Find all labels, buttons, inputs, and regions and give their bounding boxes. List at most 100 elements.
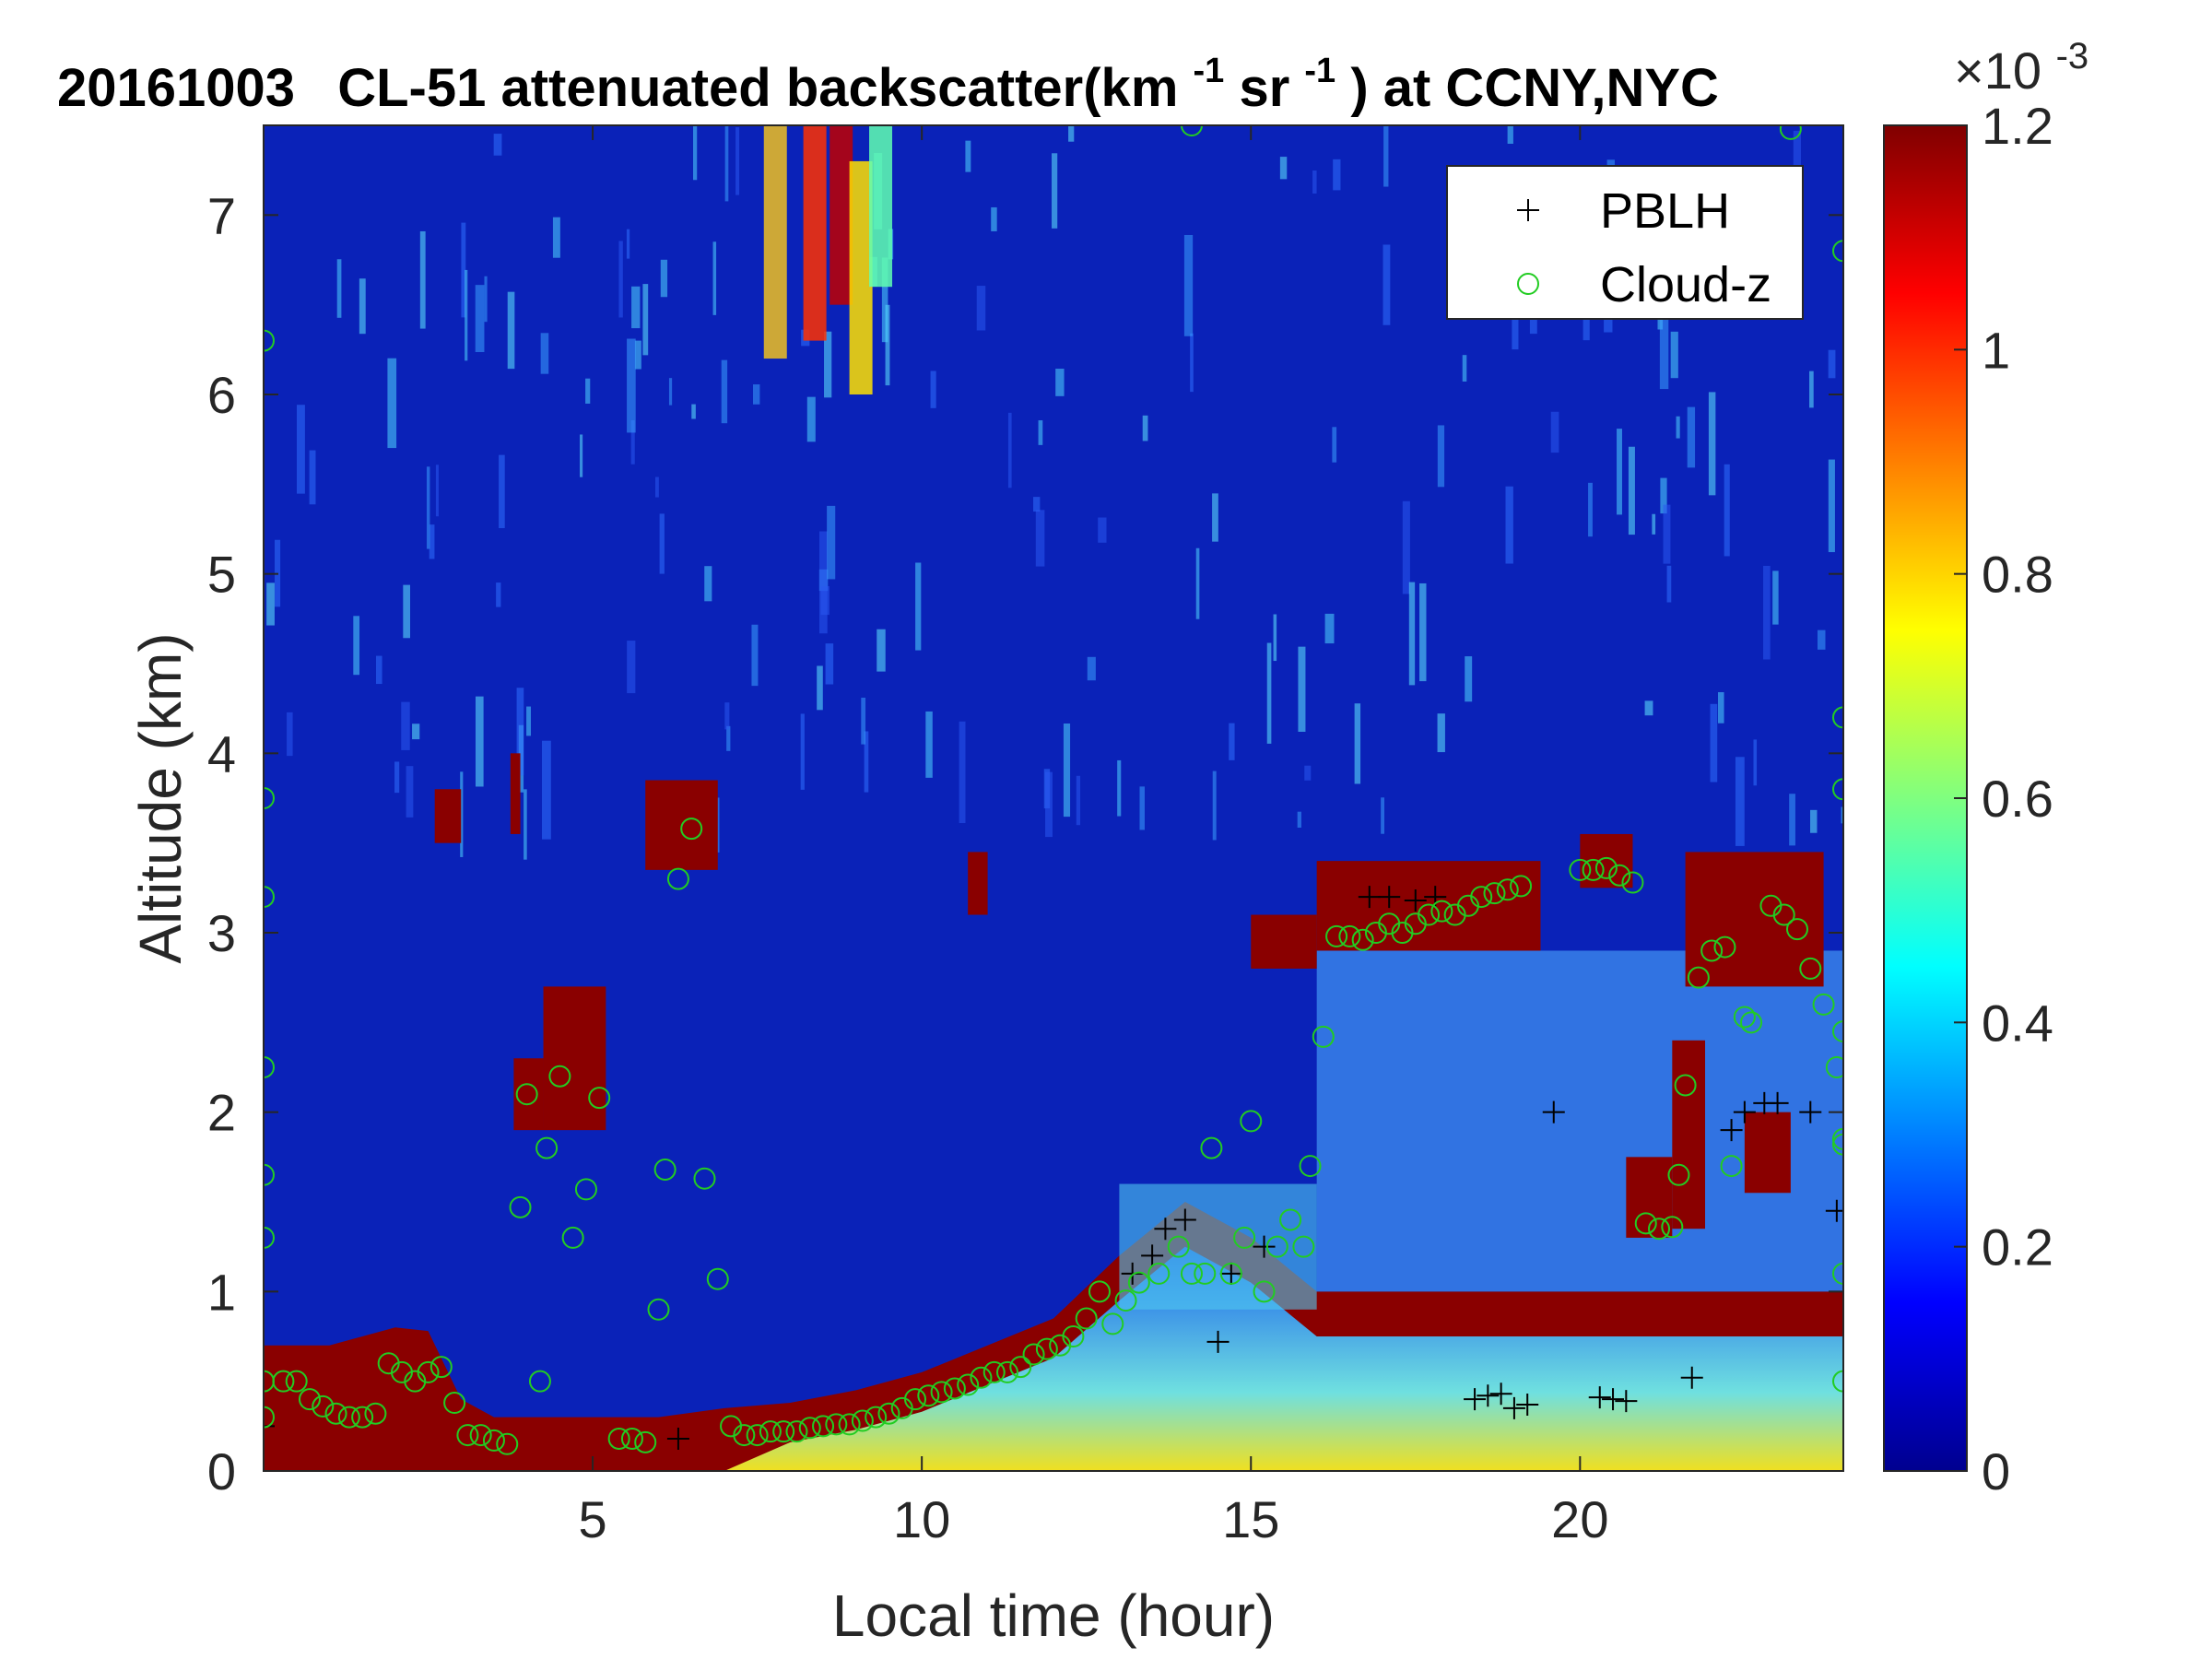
cloud-z-marker: [634, 1430, 657, 1453]
aerosol-streak: [1033, 497, 1041, 512]
cloud-z-marker: [1832, 706, 1843, 729]
aerosol-streak: [460, 771, 464, 857]
colorbar-tick-label: 0.2: [1982, 1218, 2053, 1277]
pblh-marker: [1489, 1382, 1512, 1406]
aerosol-streak: [1190, 333, 1194, 393]
cloud-z-marker: [561, 1226, 584, 1249]
cloud-z-marker: [1621, 871, 1644, 894]
aerosol-streak: [712, 241, 717, 315]
plot-area: [264, 125, 1843, 1471]
cloud-z-marker: [482, 1429, 505, 1452]
cloud-z-marker: [298, 1388, 321, 1411]
cloud-z-marker: [1194, 1262, 1217, 1285]
legend-box: [1446, 165, 1804, 320]
aerosol-streak: [1465, 656, 1473, 702]
pblh-marker: [1588, 1386, 1611, 1409]
aerosol-streak: [266, 582, 275, 626]
aerosol-streak: [484, 276, 488, 323]
aerosol-streak: [965, 140, 971, 172]
x-axis-label: Local time (hour): [832, 1583, 1275, 1649]
x-tick-label: 15: [1222, 1490, 1279, 1548]
x-tick-label: 5: [579, 1490, 607, 1548]
aerosol-streak: [1273, 614, 1277, 662]
aerosol-streak: [375, 655, 382, 685]
aerosol-streak: [627, 641, 636, 694]
cloud-z-marker: [272, 1370, 295, 1393]
aerosol-streak: [542, 740, 551, 840]
aerosol-streak: [827, 505, 836, 580]
cloud-z-marker: [943, 1377, 966, 1400]
aerosol-streak: [336, 259, 342, 318]
cloud-z-marker: [1700, 939, 1724, 962]
cloud-z-marker: [1292, 1235, 1315, 1258]
pblh-marker: [1799, 1100, 1822, 1124]
aerosol-streak: [524, 789, 527, 860]
x-axis: 5 10 15 20: [579, 125, 1608, 1548]
aerosol-streak: [1354, 703, 1361, 784]
cloud-z-marker: [1470, 886, 1493, 909]
y-tick-label: 1: [207, 1263, 236, 1321]
aerosol-streak: [1772, 571, 1779, 625]
cloud-z-marker: [528, 1370, 551, 1393]
cloud-z-marker: [1418, 903, 1441, 926]
cloud-z-marker: [264, 1163, 275, 1186]
cloud-z-marker: [1299, 1155, 1322, 1178]
aerosol-streak: [1588, 482, 1593, 537]
aerosol-streak: [1304, 765, 1312, 781]
cloud-z-marker: [496, 1432, 519, 1455]
cloud-layer: [543, 986, 606, 1131]
aerosol-streak: [359, 278, 366, 335]
cloud-z-marker: [417, 1360, 440, 1383]
pblh-marker: [1766, 1091, 1789, 1114]
aerosol-streak: [915, 562, 922, 651]
colorbar-ticks: 0 0.2 0.4 0.6 0.8 1 1.2: [1954, 97, 2053, 1500]
aerosol-streak: [1324, 613, 1335, 644]
cloud-z-marker: [970, 1366, 993, 1389]
pblh-marker: [1141, 1244, 1164, 1267]
aerosol-streak: [659, 513, 665, 574]
cloud-z-marker: [1667, 1163, 1690, 1186]
cloud-layer: [1685, 852, 1824, 987]
aerosol-streak: [296, 405, 305, 494]
y-axis-label: Altitude (km): [127, 632, 194, 963]
aerosol-streak: [668, 378, 673, 406]
aerosol-streak: [1045, 771, 1053, 838]
aerosol-streak: [1402, 500, 1410, 594]
aerosol-streak: [724, 125, 729, 202]
legend-entry-label: PBLH: [1600, 183, 1730, 239]
cloud-layer: [968, 852, 988, 915]
pblh-marker: [666, 1427, 689, 1450]
pblh-marker: [1378, 886, 1401, 909]
title-date: 20161003: [57, 58, 295, 118]
colorbar-tick-label: 1.2: [1982, 97, 2053, 155]
aerosol-streak: [1666, 565, 1672, 603]
cloud-z-marker: [1240, 1110, 1263, 1133]
aerosol-streak: [818, 531, 828, 634]
aerosol-streak: [751, 624, 759, 687]
y-tick-label: 6: [207, 366, 236, 424]
aerosol-streak: [724, 702, 730, 730]
cloud-layer: [1672, 1040, 1706, 1230]
aerosol-streak: [1663, 504, 1671, 564]
aerosol-streak: [1007, 412, 1012, 488]
aerosol-streak: [691, 404, 696, 419]
y-tick-label: 7: [207, 186, 236, 244]
cloud-z-marker: [1253, 1280, 1276, 1303]
aerosol-streak: [1652, 513, 1656, 535]
aerosol-streak: [1659, 310, 1669, 390]
cloud-layer: [513, 1058, 544, 1131]
cloud-z-marker: [620, 1427, 643, 1450]
cloud-z-marker: [1779, 125, 1802, 140]
aerosol-streak: [1550, 411, 1559, 453]
pblh-marker: [1358, 886, 1381, 909]
cloud-z-marker: [1351, 928, 1374, 951]
cloud-z-marker: [706, 1267, 729, 1290]
pblh-marker: [1464, 1388, 1487, 1411]
aerosol-streak: [419, 230, 426, 329]
cloud-z-marker: [456, 1424, 479, 1447]
aerosol-streak: [1676, 416, 1680, 439]
colorbar-exponent-base: ×10: [1954, 41, 2041, 100]
cloud-z-marker: [1832, 1020, 1843, 1043]
cloud-z-marker: [1430, 900, 1453, 923]
aerosol-streak: [864, 731, 869, 793]
